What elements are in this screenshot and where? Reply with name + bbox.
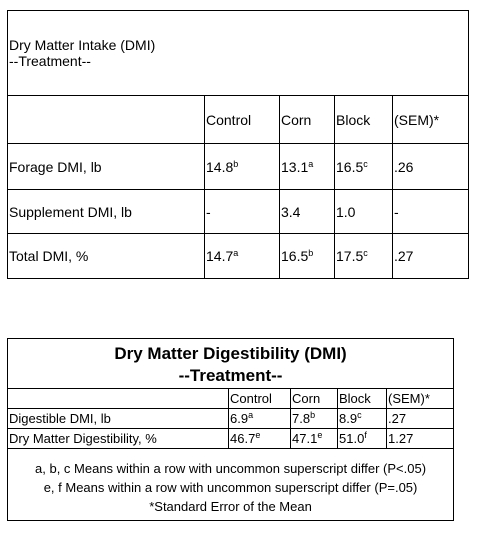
data-row: Dry Matter Digestibility, % 46.7e 47.1e 51.… xyxy=(7,428,455,449)
value: .27 xyxy=(388,411,407,426)
value-cell: 14.7a xyxy=(204,233,280,279)
superscript: a xyxy=(248,410,254,420)
value: 17.5 xyxy=(336,248,364,264)
value-cell: .26 xyxy=(391,143,470,190)
superscript: e xyxy=(317,430,323,440)
title-row: Dry Matter Intake (DMI) --Treatment-- xyxy=(6,10,470,96)
value: - xyxy=(206,203,211,220)
value-cell: .27 xyxy=(385,408,455,429)
title-cell: Dry Matter Digestibility (DMI) --Treatmen… xyxy=(6,338,455,389)
superscript: b xyxy=(308,248,314,258)
value-cell: 6.9a xyxy=(228,408,291,429)
footnote: *Standard Error of the Mean xyxy=(149,499,312,514)
value: 16.5 xyxy=(336,158,364,175)
value: 47.1 xyxy=(292,431,318,446)
digestibility-table: Dry Matter Digestibility (DMI) --Treatmen… xyxy=(6,338,455,521)
empty-cell xyxy=(7,388,229,409)
title-row: Dry Matter Digestibility (DMI) --Treatmen… xyxy=(6,338,455,389)
row-label: Supplement DMI, lb xyxy=(7,189,205,234)
table-subtitle: --Treatment-- xyxy=(178,366,283,385)
value-cell: 16.5c xyxy=(334,143,393,190)
value-cell: 7.8b xyxy=(290,408,338,429)
row-label: Digestible DMI, lb xyxy=(7,408,229,429)
data-row: Digestible DMI, lb 6.9a 7.8b 8.9c .27 xyxy=(7,408,455,429)
value-cell: 1.0 xyxy=(334,189,393,234)
value-cell: 14.8b xyxy=(204,143,280,190)
value: 6.9 xyxy=(230,411,249,426)
column-header: Control xyxy=(204,95,280,144)
superscript: f xyxy=(364,430,367,440)
value-cell: 1.27 xyxy=(385,428,455,449)
superscript: a xyxy=(233,248,239,258)
value: 1.0 xyxy=(336,203,356,220)
value: 46.7 xyxy=(230,431,256,446)
value: 16.5 xyxy=(281,248,309,264)
superscript: e xyxy=(255,430,261,440)
value: - xyxy=(394,203,399,220)
column-header: Control xyxy=(228,388,291,409)
column-header: (SEM)* xyxy=(391,95,470,144)
value-cell: .27 xyxy=(391,233,470,279)
value-cell: 17.5c xyxy=(334,233,393,279)
value: 3.4 xyxy=(281,203,301,220)
data-row: Forage DMI, lb 14.8b 13.1a 16.5c .26 xyxy=(7,143,470,190)
superscript: b xyxy=(233,158,239,169)
superscript: c xyxy=(363,158,368,169)
value-cell: 47.1e xyxy=(290,428,338,449)
superscript: b xyxy=(310,410,316,420)
header-row: Control Corn Block (SEM)* xyxy=(7,388,455,409)
value-cell: 3.4 xyxy=(279,189,335,234)
title-cell: Dry Matter Intake (DMI) --Treatment-- xyxy=(6,10,470,96)
row-label: Dry Matter Digestibility, % xyxy=(7,428,229,449)
footnotes: a, b, c Means within a row with uncommon… xyxy=(6,448,455,521)
value-cell: - xyxy=(391,189,470,234)
value: .27 xyxy=(394,248,414,264)
table-subtitle: --Treatment-- xyxy=(9,53,91,69)
header-row: Control Corn Block (SEM)* xyxy=(7,95,470,144)
footnote: a, b, c Means within a row with uncommon… xyxy=(35,461,427,476)
value: 1.27 xyxy=(388,431,414,446)
column-header: (SEM)* xyxy=(385,388,455,409)
value: .26 xyxy=(394,158,414,175)
value-cell: - xyxy=(204,189,280,234)
value-cell: 8.9c xyxy=(337,408,387,429)
value: 51.0 xyxy=(339,431,365,446)
intake-table: Dry Matter Intake (DMI) --Treatment-- Cont… xyxy=(6,10,470,279)
column-header: Block xyxy=(334,95,393,144)
data-row: Supplement DMI, lb -3.4 1.0- xyxy=(7,189,470,234)
column-header: Block xyxy=(337,388,387,409)
value-cell: 13.1a xyxy=(279,143,335,190)
superscript: c xyxy=(357,410,362,420)
value: 7.8 xyxy=(292,411,311,426)
value-cell: 46.7e xyxy=(228,428,291,449)
row-label: Forage DMI, lb xyxy=(7,143,205,190)
value: 8.9 xyxy=(339,411,358,426)
table-title: Dry Matter Digestibility (DMI) xyxy=(114,344,347,363)
footnote-row: a, b, c Means within a row with uncommon… xyxy=(6,448,455,521)
empty-cell xyxy=(7,95,205,144)
footnote: e, f Means within a row with uncommon su… xyxy=(43,480,418,495)
row-label: Total DMI, % xyxy=(7,233,205,279)
superscript: a xyxy=(308,158,314,169)
table-title: Dry Matter Intake (DMI) xyxy=(9,37,156,53)
value-cell: 16.5b xyxy=(279,233,335,279)
column-header: Corn xyxy=(290,388,338,409)
value: 14.8 xyxy=(206,158,234,175)
column-header: Corn xyxy=(279,95,335,144)
superscript: c xyxy=(363,248,368,258)
value-cell: 51.0f xyxy=(337,428,387,449)
value: 13.1 xyxy=(281,158,309,175)
data-row: Total DMI, % 14.7a 16.5b 17.5c .27 xyxy=(7,233,470,279)
value: 14.7 xyxy=(206,248,234,264)
